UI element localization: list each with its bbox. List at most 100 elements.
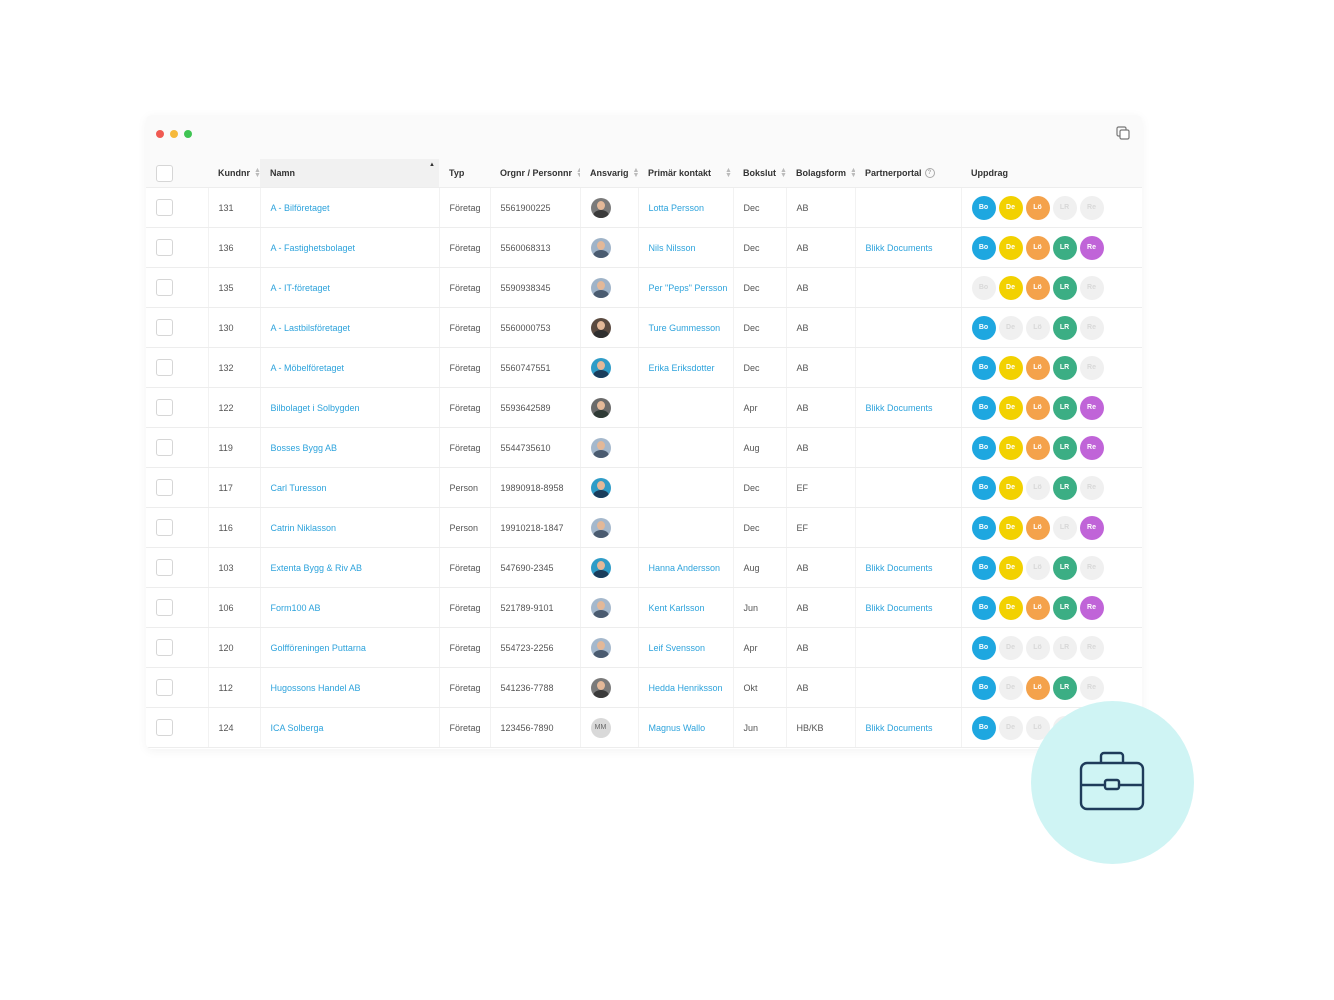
uppdrag-badge-lö[interactable]: Lö	[1025, 355, 1050, 380]
table-row[interactable]: 106 Form100 AB Företag 521789-9101 Kent Karl…	[146, 587, 1142, 628]
uppdrag-badge-bo[interactable]: Bo	[971, 275, 996, 300]
uppdrag-badge-lö[interactable]: Lö	[1025, 555, 1050, 580]
uppdrag-badge-bo[interactable]: Bo	[971, 475, 996, 500]
row-checkbox[interactable]	[156, 679, 173, 696]
uppdrag-badge-lr[interactable]: LR	[1052, 195, 1077, 220]
uppdrag-badge-de[interactable]: De	[998, 435, 1023, 460]
avatar[interactable]	[590, 677, 611, 698]
uppdrag-badge-lr[interactable]: LR	[1052, 595, 1077, 620]
uppdrag-badge-re[interactable]: Re	[1079, 675, 1104, 700]
uppdrag-badge-bo[interactable]: Bo	[971, 515, 996, 540]
contact-link[interactable]: Erika Eriksdotter	[648, 362, 715, 373]
table-row[interactable]: 119 Bosses Bygg AB Företag 5544735610 Aug AB B…	[146, 427, 1142, 468]
partner-portal-link[interactable]: Blikk Documents	[865, 242, 933, 253]
avatar[interactable]	[590, 517, 611, 538]
header-uppdrag[interactable]: Uppdrag	[961, 159, 1142, 188]
table-row[interactable]: 116 Catrin Niklasson Person 19910218-1847 De…	[146, 507, 1142, 548]
uppdrag-badge-re[interactable]: Re	[1079, 475, 1104, 500]
avatar[interactable]	[590, 477, 611, 498]
table-row[interactable]: 117 Carl Turesson Person 19890918-8958 Dec EF…	[146, 467, 1142, 508]
uppdrag-badge-lö[interactable]: Lö	[1025, 195, 1050, 220]
table-row[interactable]: 136 A - Fastighetsbolaget Företag 556006831…	[146, 227, 1142, 268]
uppdrag-badge-re[interactable]: Re	[1079, 555, 1104, 580]
uppdrag-badge-re[interactable]: Re	[1079, 435, 1104, 460]
table-row[interactable]: 130 A - Lastbilsföretaget Företag 556000075…	[146, 307, 1142, 348]
table-row[interactable]: 124 ICA Solberga Företag 123456-7890 MM Magnu…	[146, 707, 1142, 748]
uppdrag-badge-lr[interactable]: LR	[1052, 395, 1077, 420]
avatar[interactable]: MM	[590, 717, 611, 738]
header-typ[interactable]: Typ	[439, 159, 490, 188]
contact-link[interactable]: Leif Svensson	[648, 642, 706, 653]
contact-link[interactable]: Hedda Henriksson	[648, 682, 723, 693]
avatar[interactable]	[590, 277, 611, 298]
row-checkbox[interactable]	[156, 479, 173, 496]
uppdrag-badge-bo[interactable]: Bo	[971, 555, 996, 580]
row-checkbox[interactable]	[156, 199, 173, 216]
table-row[interactable]: 112 Hugossons Handel AB Företag 541236-7788…	[146, 667, 1142, 708]
uppdrag-badge-re[interactable]: Re	[1079, 395, 1104, 420]
uppdrag-badge-bo[interactable]: Bo	[971, 395, 996, 420]
partner-portal-link[interactable]: Blikk Documents	[865, 402, 933, 413]
customer-name-link[interactable]: A - IT-företaget	[270, 282, 331, 293]
uppdrag-badge-de[interactable]: De	[998, 555, 1023, 580]
uppdrag-badge-re[interactable]: Re	[1079, 195, 1104, 220]
table-row[interactable]: 131 A - Bilföretaget Företag 5561900225 Lott…	[146, 187, 1142, 228]
uppdrag-badge-lö[interactable]: Lö	[1025, 235, 1050, 260]
row-checkbox[interactable]	[156, 359, 173, 376]
avatar[interactable]	[590, 397, 611, 418]
header-orgnr[interactable]: Orgnr / Personnr▲▼	[490, 159, 583, 188]
uppdrag-badge-lr[interactable]: LR	[1052, 315, 1077, 340]
uppdrag-badge-de[interactable]: De	[998, 715, 1023, 740]
row-checkbox[interactable]	[156, 719, 173, 736]
uppdrag-badge-lr[interactable]: LR	[1052, 675, 1077, 700]
row-checkbox[interactable]	[156, 519, 173, 536]
avatar[interactable]	[590, 357, 611, 378]
uppdrag-badge-re[interactable]: Re	[1079, 355, 1104, 380]
avatar[interactable]	[590, 637, 611, 658]
uppdrag-badge-bo[interactable]: Bo	[971, 595, 996, 620]
avatar[interactable]	[590, 237, 611, 258]
customer-name-link[interactable]: A - Fastighetsbolaget	[270, 242, 356, 253]
uppdrag-badge-de[interactable]: De	[998, 595, 1023, 620]
customer-name-link[interactable]: Bosses Bygg AB	[270, 442, 338, 453]
select-all-checkbox[interactable]	[156, 164, 173, 182]
uppdrag-badge-re[interactable]: Re	[1079, 235, 1104, 260]
header-primar-kontakt[interactable]: Primär kontakt ▲ ▼	[638, 159, 733, 188]
contact-link[interactable]: Lotta Persson	[648, 202, 705, 213]
uppdrag-badge-lö[interactable]: Lö	[1025, 315, 1050, 340]
uppdrag-badge-re[interactable]: Re	[1079, 515, 1104, 540]
uppdrag-badge-bo[interactable]: Bo	[971, 715, 996, 740]
avatar[interactable]	[590, 437, 611, 458]
customer-name-link[interactable]: Bilbolaget i Solbygden	[270, 402, 360, 413]
uppdrag-badge-re[interactable]: Re	[1079, 635, 1104, 660]
uppdrag-badge-lr[interactable]: LR	[1052, 635, 1077, 660]
contact-link[interactable]: Per "Peps" Persson	[648, 282, 728, 293]
uppdrag-badge-lö[interactable]: Lö	[1025, 675, 1050, 700]
uppdrag-badge-lr[interactable]: LR	[1052, 435, 1077, 460]
uppdrag-badge-bo[interactable]: Bo	[971, 435, 996, 460]
customer-name-link[interactable]: A - Lastbilsföretaget	[270, 322, 351, 333]
row-checkbox[interactable]	[156, 439, 173, 456]
uppdrag-badge-lr[interactable]: LR	[1052, 355, 1077, 380]
header-namn[interactable]: Namn ▲	[260, 159, 439, 188]
table-row[interactable]: 120 Golfföreningen Puttarna Företag 554723-…	[146, 627, 1142, 668]
uppdrag-badge-lö[interactable]: Lö	[1025, 595, 1050, 620]
row-checkbox[interactable]	[156, 399, 173, 416]
header-bokslut[interactable]: Bokslut ▲ ▼	[733, 159, 787, 188]
uppdrag-badge-lr[interactable]: LR	[1052, 275, 1077, 300]
customer-name-link[interactable]: Form100 AB	[270, 602, 321, 613]
uppdrag-badge-de[interactable]: De	[998, 635, 1023, 660]
customer-name-link[interactable]: Golfföreningen Puttarna	[270, 642, 366, 653]
uppdrag-badge-lö[interactable]: Lö	[1025, 275, 1050, 300]
uppdrag-badge-bo[interactable]: Bo	[971, 235, 996, 260]
uppdrag-badge-de[interactable]: De	[998, 195, 1023, 220]
uppdrag-badge-lö[interactable]: Lö	[1025, 435, 1050, 460]
uppdrag-badge-bo[interactable]: Bo	[971, 675, 996, 700]
uppdrag-badge-lr[interactable]: LR	[1052, 475, 1077, 500]
uppdrag-badge-lö[interactable]: Lö	[1025, 515, 1050, 540]
uppdrag-badge-de[interactable]: De	[998, 235, 1023, 260]
avatar[interactable]	[590, 197, 611, 218]
row-checkbox[interactable]	[156, 239, 173, 256]
customer-name-link[interactable]: A - Bilföretaget	[270, 202, 330, 213]
contact-link[interactable]: Ture Gummesson	[648, 322, 721, 333]
